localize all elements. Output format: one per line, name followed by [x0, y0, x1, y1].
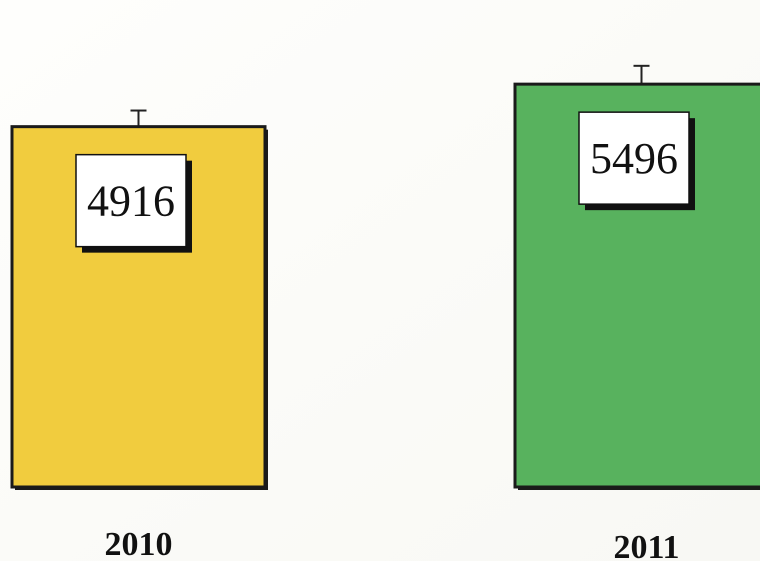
value-label-box-2011 — [578, 111, 690, 205]
category-label-2011: 2011 — [613, 529, 679, 561]
value-label-box-2010 — [75, 153, 187, 248]
value-label-2011: 5496 — [590, 134, 678, 183]
plot-area: 4916 2010 5496 2011 — [10, 64, 760, 561]
value-label-2010: 4916 — [87, 177, 175, 226]
category-label-2010: 2010 — [105, 526, 173, 561]
